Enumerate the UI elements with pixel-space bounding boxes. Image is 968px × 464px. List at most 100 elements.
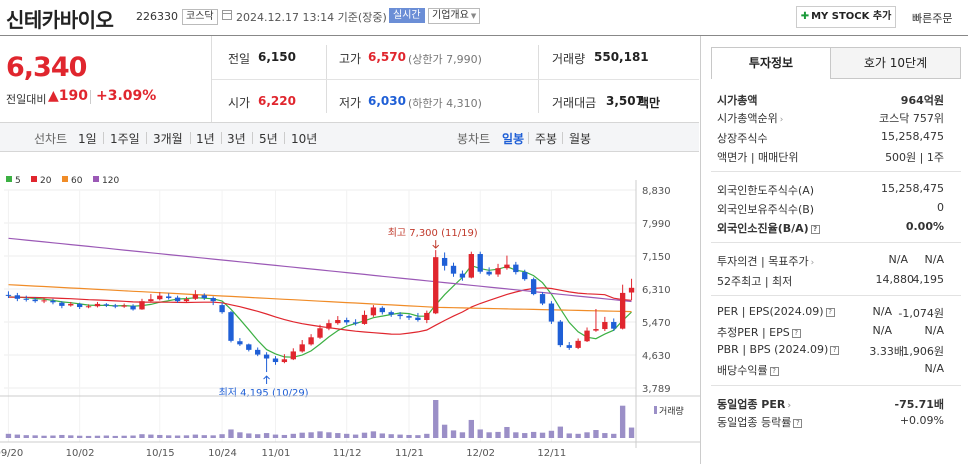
tab-period-1y[interactable]: 1년 <box>196 132 215 146</box>
help-icon[interactable]: ? <box>830 345 840 355</box>
help-icon[interactable]: ? <box>810 224 820 234</box>
section-divider <box>711 385 961 386</box>
volume-bar <box>584 432 590 438</box>
candle-body <box>121 305 127 307</box>
tab-separator <box>284 132 285 144</box>
candle-body <box>130 305 136 310</box>
candle-body <box>112 305 118 307</box>
candle-body <box>59 302 65 306</box>
dividend-value: N/A <box>924 362 944 375</box>
target-price-value: N/A <box>924 253 944 266</box>
candle-body <box>14 295 21 299</box>
par-value: 500원 | 1주 <box>885 151 944 164</box>
tab-investment-info[interactable]: 투자정보 <box>711 47 831 79</box>
tab-candle-daily[interactable]: 일봉 <box>502 132 525 146</box>
candle-body <box>468 254 474 278</box>
chart-grid <box>4 189 636 442</box>
my-stock-add-button[interactable]: ✚ MY STOCK 추가 <box>796 6 896 28</box>
x-tick-label: 11/01 <box>261 448 290 459</box>
tab-period-3m[interactable]: 3개월 <box>153 132 183 146</box>
candle-body <box>148 299 154 302</box>
volume-bar <box>566 433 572 438</box>
per-label: PER | EPS(2024.09)? <box>717 305 835 318</box>
volume-bar <box>397 434 403 438</box>
tab-period-10y[interactable]: 10년 <box>291 132 318 146</box>
candle-body <box>424 312 430 321</box>
help-icon[interactable]: ? <box>769 366 779 376</box>
quick-order-link[interactable]: 빠른주문 <box>912 12 953 25</box>
candle-body <box>219 305 225 313</box>
y-tick-label: 5,470 <box>642 318 671 329</box>
high-value: 6,570 <box>368 50 406 64</box>
calendar-icon <box>222 10 232 20</box>
amount-value: 3,507 <box>606 94 644 108</box>
candle-body <box>94 303 101 307</box>
volume-bar <box>557 426 564 438</box>
lower-limit: (하한가 4,310) <box>408 97 482 110</box>
volume-bar <box>344 433 350 438</box>
opinion-text: 투자의견 | 목표주가 <box>717 255 809 268</box>
price-percent: +3.09% <box>96 88 157 104</box>
tab-candle-weekly[interactable]: 주봉 <box>535 132 558 146</box>
chevron-right-icon[interactable]: › <box>810 258 815 268</box>
candle-body <box>299 344 305 352</box>
candle-body <box>174 297 181 302</box>
high-arrow-icon <box>432 240 440 249</box>
candle-body <box>530 279 537 295</box>
low-label: 저가 <box>339 96 362 110</box>
tab-candle-chart[interactable]: 봉차트 <box>457 132 491 146</box>
tab-period-3y[interactable]: 3년 <box>227 132 246 146</box>
chevron-down-icon: ▼ <box>470 12 477 20</box>
chevron-right-icon[interactable]: › <box>787 401 792 411</box>
dividend-label: 배당수익률? <box>717 362 779 378</box>
price-chart[interactable]: 5 20 60 120 최고 7,300 (11/19) 최저 4,195 (10/29… <box>0 152 700 464</box>
x-tick-label: 09/20 <box>0 448 23 459</box>
help-icon[interactable]: ? <box>793 418 803 428</box>
volume-bar <box>157 434 163 438</box>
y-tick-label: 7,150 <box>642 252 671 263</box>
industry-change-text: 동일업종 등락률 <box>717 416 792 429</box>
y-tick-label: 4,630 <box>642 351 671 362</box>
volume-bar <box>379 433 385 438</box>
tab-line-chart[interactable]: 선차트 <box>34 132 68 146</box>
tab-candle-monthly[interactable]: 월봉 <box>569 132 592 146</box>
candle-body <box>183 299 190 302</box>
candle-body <box>263 354 270 359</box>
tab-period-1d[interactable]: 1일 <box>78 132 97 146</box>
candle-body <box>379 307 385 313</box>
industry-change-value: +0.09% <box>899 414 944 427</box>
candle-body <box>352 322 359 324</box>
tab-period-1w[interactable]: 1주일 <box>110 132 140 146</box>
cap-rank-label: 시가총액순위 › <box>717 110 783 126</box>
realtime-badge[interactable]: 실시간 <box>389 8 425 23</box>
candle-body <box>486 271 492 275</box>
chevron-right-icon[interactable]: › <box>779 115 784 125</box>
candle-body <box>575 340 581 348</box>
week52-low-value: 4,195 <box>912 273 945 286</box>
volume-bar <box>441 424 448 438</box>
tab-period-5y[interactable]: 5년 <box>259 132 278 146</box>
help-icon[interactable]: ? <box>791 328 801 338</box>
volume-bar <box>59 434 65 438</box>
volume-bar <box>85 435 92 438</box>
candle-body <box>41 300 47 302</box>
candle-body <box>406 316 412 318</box>
tab-separator <box>190 132 191 144</box>
help-icon[interactable]: ? <box>825 307 835 317</box>
header-divider <box>0 35 968 36</box>
corp-info-dropdown[interactable]: 기업개요 ▼ <box>428 8 481 24</box>
tab-order-book[interactable]: 호가 10단계 <box>830 47 961 79</box>
volume-bar <box>246 433 252 438</box>
volume-bar <box>415 435 421 438</box>
candle-body <box>290 351 296 360</box>
low-value: 6,030 <box>368 94 406 108</box>
foreign-hold-label: 외국인보유주식수(B) <box>717 203 815 216</box>
volume-bar <box>112 435 118 438</box>
volume-bar <box>192 434 199 438</box>
volume-bar <box>424 433 430 438</box>
volume-bar <box>539 432 546 438</box>
volume-bar <box>210 435 216 438</box>
section-divider <box>711 171 961 172</box>
chart-axes: 8,830 7,990 7,150 6,310 5,470 4,630 3,789 09/20… <box>0 180 700 459</box>
week52-label: 52주최고 | 최저 <box>717 275 793 288</box>
